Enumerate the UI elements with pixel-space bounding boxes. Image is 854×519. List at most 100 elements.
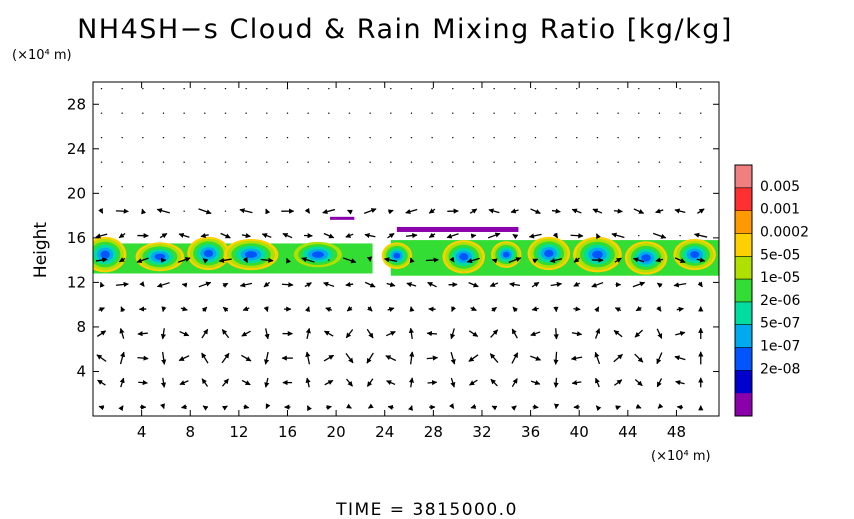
wind-dot — [617, 185, 619, 188]
wind-dot — [121, 112, 123, 114]
wind-arrow — [265, 208, 271, 215]
wind-arrow — [532, 404, 539, 410]
wind-arrow — [615, 405, 621, 411]
wind-arrow — [510, 208, 519, 214]
wind-dot — [596, 185, 599, 188]
wind-arrow — [531, 306, 539, 312]
wind-arrow — [364, 281, 376, 288]
wind-dot — [679, 136, 681, 139]
wind-dot — [555, 136, 557, 139]
wind-arrow — [697, 208, 705, 214]
wind-dot — [224, 185, 227, 188]
wind-arrow — [634, 379, 643, 387]
wind-dot — [514, 136, 516, 139]
wind-arrow — [673, 282, 687, 288]
wind-dot — [679, 234, 681, 237]
time-label: TIME = 3815000.0 — [335, 500, 518, 519]
colorbar-label: 2e-06 — [760, 293, 800, 309]
wind-arrow — [571, 331, 583, 337]
chart-title: NH4SH−s Cloud & Rain Mixing Ratio [kg/kg… — [77, 14, 733, 45]
wind-arrow — [656, 352, 663, 365]
wind-arrow — [281, 282, 294, 288]
wind-arrow — [573, 257, 580, 263]
x-tick-label: 36 — [521, 423, 540, 441]
wind-arrow — [218, 257, 232, 263]
cloud-cell — [459, 253, 469, 261]
wind-arrow — [118, 257, 126, 263]
wind-arrow — [115, 208, 129, 214]
cloud-cell — [311, 251, 324, 258]
wind-dot — [596, 136, 599, 139]
wind-arrow — [656, 282, 663, 288]
cloud-cell — [393, 252, 401, 259]
wind-arrow — [221, 378, 229, 387]
y-tick-label: 28 — [67, 95, 86, 113]
wind-arrow — [676, 404, 683, 410]
wind-arrow — [551, 208, 561, 214]
wind-dot — [472, 136, 475, 139]
x-tick-label: 20 — [327, 423, 346, 441]
wind-dot — [142, 185, 144, 188]
wind-arrow — [532, 258, 539, 264]
wind-arrow — [366, 378, 374, 387]
wind-dot — [286, 112, 289, 114]
wind-arrow — [342, 257, 357, 264]
wind-dot — [390, 136, 392, 139]
wind-arrow — [487, 232, 501, 239]
wind-arrow — [409, 306, 415, 312]
wind-arrow — [409, 257, 415, 264]
wind-dot — [638, 112, 640, 114]
wind-dot — [617, 87, 619, 90]
wind-arrow — [530, 331, 541, 337]
wind-dot — [596, 161, 599, 163]
wind-arrow — [656, 328, 663, 339]
wind-arrow — [119, 351, 126, 365]
wind-arrow — [405, 232, 418, 239]
wind-arrow — [676, 306, 684, 312]
wind-arrow — [406, 282, 417, 288]
wind-arrow — [200, 232, 209, 239]
wind-arrow — [242, 306, 250, 312]
wind-dot — [410, 161, 413, 163]
wind-arrow — [161, 351, 167, 365]
wind-arrow — [595, 233, 601, 240]
wind-dot — [224, 161, 227, 163]
colorbar-label: 2e-08 — [760, 361, 800, 377]
wind-arrow — [634, 329, 643, 338]
wind-arrow — [635, 403, 642, 409]
wind-arrow — [386, 282, 396, 288]
wind-dot — [431, 136, 433, 139]
wind-dot — [348, 136, 351, 139]
wind-arrow — [530, 355, 542, 361]
wind-dot — [204, 161, 206, 163]
wind-dot — [410, 185, 413, 188]
wind-arrow — [446, 233, 459, 239]
wind-arrow — [161, 306, 167, 313]
wind-arrow — [241, 379, 251, 386]
wind-arrow — [613, 353, 623, 363]
wind-dot — [679, 112, 681, 114]
wind-dot — [390, 185, 392, 188]
wind-arrow — [633, 208, 645, 214]
wind-arrow — [181, 282, 188, 288]
wind-arrow — [366, 305, 373, 312]
wind-dot — [307, 136, 309, 139]
wind-dot — [700, 161, 702, 163]
wind-dot — [452, 136, 454, 139]
wind-dot — [328, 161, 330, 163]
wind-arrow — [450, 328, 456, 340]
wind-dot — [266, 136, 268, 139]
wind-arrow — [220, 232, 231, 239]
wind-arrow — [96, 330, 107, 337]
wind-dot — [162, 161, 165, 163]
cloud-cell — [641, 254, 651, 262]
x-axis-unit: (×10⁴ m) — [651, 449, 711, 464]
wind-dot — [638, 136, 640, 139]
wind-dot — [555, 185, 557, 188]
wind-arrow — [511, 378, 518, 387]
wind-arrow — [613, 379, 623, 386]
wind-arrow — [571, 208, 582, 214]
x-tick-label: 24 — [375, 423, 394, 441]
colorbar-swatch — [735, 301, 752, 326]
wind-dot — [638, 161, 640, 163]
